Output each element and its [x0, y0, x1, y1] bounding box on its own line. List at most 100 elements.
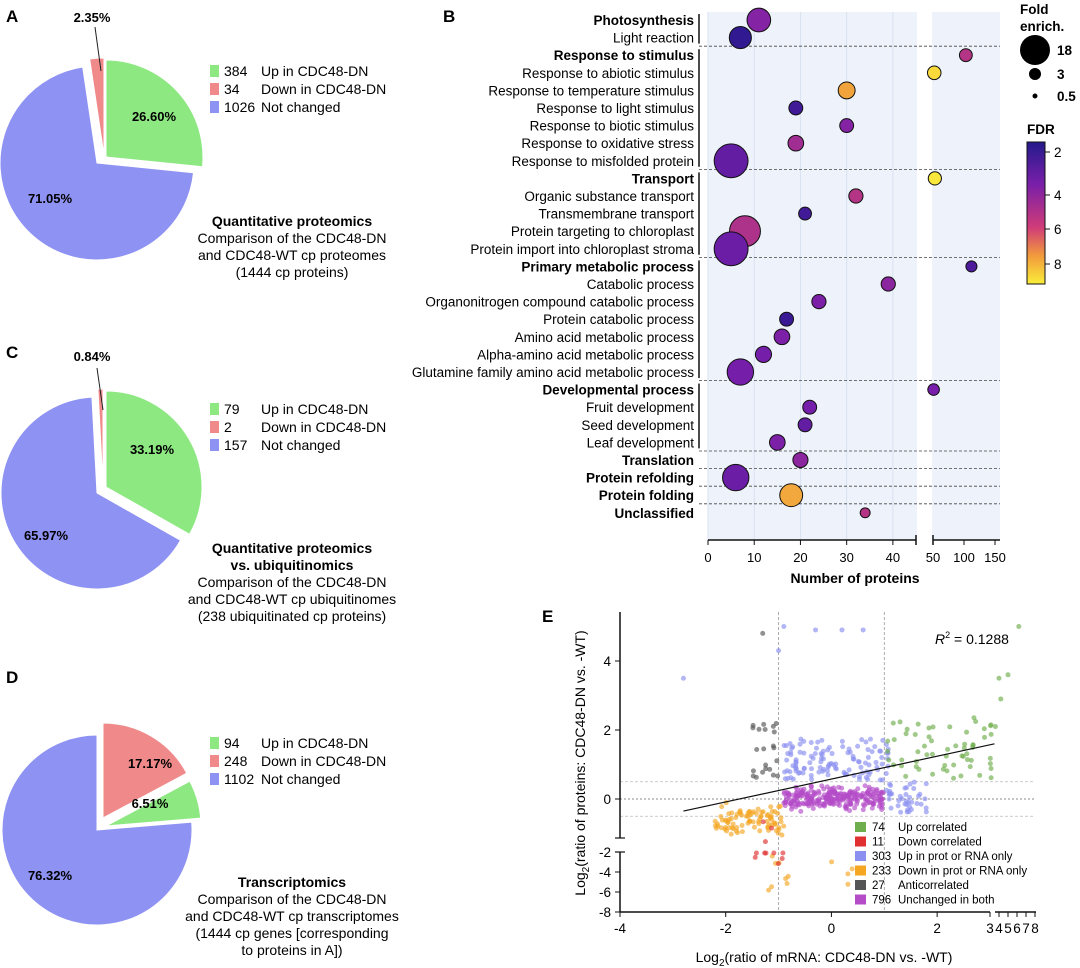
scatter-point: [712, 818, 718, 824]
y-tick-label: -4: [599, 865, 611, 880]
bubble: [859, 507, 871, 519]
scatter-point: [776, 648, 782, 654]
bubble: [713, 231, 749, 267]
category-label: Transmembrane transport: [538, 207, 694, 222]
scatter-point: [988, 731, 994, 737]
scatter-point: [886, 796, 892, 802]
bubble: [769, 434, 786, 451]
legend-count: 248: [224, 753, 248, 769]
legend-swatch: [210, 773, 219, 785]
scatter-point: [801, 750, 807, 756]
legend-swatch: [210, 101, 219, 113]
scatter-point: [712, 823, 718, 829]
caption-line: and CDC48-WT cp ubiquitinomes: [188, 591, 396, 607]
scatter-point: [885, 748, 891, 754]
scatter-point: [789, 745, 795, 751]
y-tick-label: 2: [603, 723, 611, 738]
bubble: [797, 417, 813, 433]
fdr-colorbar: [1026, 141, 1046, 285]
y-tick-label: 4: [603, 654, 611, 669]
enrichment-bubble-chart: Photosynthesis Light reaction Response to …: [412, 2, 1076, 586]
category-label: Response to misfolded protein: [512, 154, 694, 169]
scatter-point: [813, 745, 819, 751]
scatter-point: [718, 814, 724, 820]
scatter-point: [987, 761, 993, 767]
legend-label: Anticorrelated: [898, 880, 969, 892]
scatter-point: [797, 741, 803, 747]
scatter-point: [801, 766, 807, 772]
category-label: Organonitrogen compound catabolic proces…: [425, 295, 694, 310]
slice-percent-label: 33.19%: [130, 442, 175, 457]
scatter-point: [902, 785, 908, 791]
y-title-post: (ratio of proteins: CDC48-DN vs. -WT): [572, 630, 588, 866]
legend-count: 74: [872, 822, 885, 834]
legend-swatch: [855, 836, 866, 847]
scatter-point: [762, 727, 768, 733]
scatter-point: [915, 721, 921, 727]
scatter-point: [781, 742, 787, 748]
legend-swatch: [210, 737, 219, 749]
scatter-point: [843, 801, 849, 807]
scatter-point: [879, 761, 885, 767]
category-label: Primary metabolic process: [521, 259, 694, 274]
category-label: Protein import into chloroplast stroma: [470, 242, 694, 257]
slice-percent-label: 76.32%: [28, 868, 73, 883]
slice-percent-label: 2.35%: [74, 10, 111, 25]
scatter-point: [810, 755, 816, 761]
category-label: Photosynthesis: [593, 13, 694, 28]
scatter-point: [787, 741, 793, 747]
category-label: Translation: [622, 453, 694, 468]
scatter-point: [964, 751, 970, 757]
slice-percent-label: 26.60%: [132, 109, 177, 124]
scatter-point: [793, 804, 799, 810]
scatter-point: [788, 775, 794, 781]
category-label: Glutamine family amino acid metabolic pr…: [412, 365, 694, 380]
scatter-point: [869, 805, 875, 811]
scatter-point: [793, 760, 799, 766]
scatter-point: [958, 773, 964, 779]
scatter-point: [781, 823, 787, 829]
scatter-point: [848, 801, 854, 807]
scatter-point: [890, 720, 896, 726]
category-label: Response to temperature stimulus: [488, 83, 694, 98]
bubble: [965, 260, 978, 273]
bubble: [754, 345, 773, 363]
category-label: Response to biotic stimulus: [530, 119, 695, 134]
scatter-point: [846, 767, 852, 773]
bubble: [788, 100, 804, 116]
x-tick-label: 2: [933, 921, 941, 936]
legend-swatch: [855, 851, 866, 861]
scatter-point: [869, 749, 875, 755]
scatter-point: [865, 747, 871, 753]
scatter-point: [763, 850, 769, 856]
scatter-point: [929, 751, 935, 757]
scatter-point: [962, 741, 968, 747]
x-tick-label: 20: [793, 550, 807, 565]
fdr-tick-label: 6: [1054, 222, 1062, 237]
scatter-point: [753, 850, 759, 856]
y-tick-label: -8: [599, 905, 611, 920]
scatter-point: [769, 884, 775, 890]
scatter-point: [779, 832, 785, 838]
panel-letter-c: C: [6, 343, 18, 362]
scatter-point: [719, 804, 725, 810]
scatter-point: [968, 757, 974, 763]
bubble: [839, 118, 855, 134]
y-tick-label: 0: [603, 792, 611, 807]
scatter-point: [728, 831, 734, 837]
scatter-point: [788, 749, 794, 755]
scatter-point: [781, 624, 787, 629]
scatter-point: [908, 806, 914, 812]
scatter-point: [1016, 624, 1022, 629]
scatter-point: [883, 771, 889, 777]
scatter-point: [809, 784, 815, 790]
scatter-point: [788, 801, 794, 807]
legend-label: Up in CDC48-DN: [261, 63, 368, 79]
scatter-point: [903, 731, 909, 737]
bubble: [773, 328, 791, 346]
scatter-point: [784, 768, 790, 774]
scatter-point: [907, 781, 913, 787]
scatter-point: [913, 764, 919, 770]
